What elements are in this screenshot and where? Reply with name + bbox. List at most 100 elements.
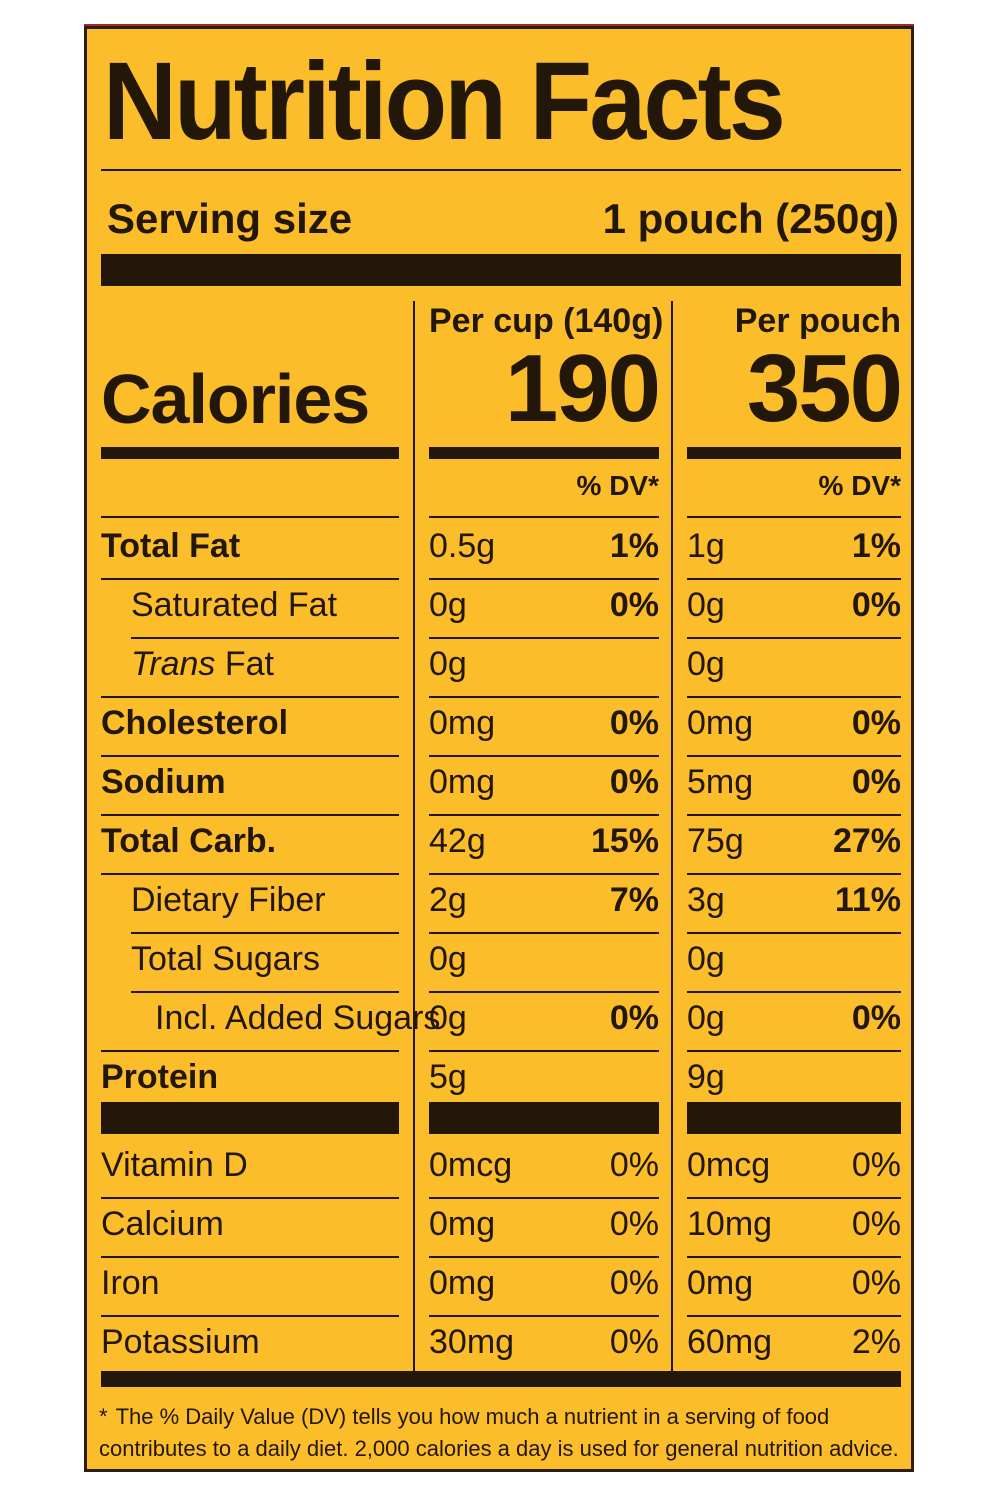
cup-dv: 0% [609, 704, 659, 742]
pouch-dv: 0% [851, 704, 901, 742]
row-rule [687, 578, 901, 580]
cup-amount: 5g [429, 1058, 467, 1096]
pouch-amount: 0g [687, 586, 725, 624]
nutrient-name-italic: Trans [131, 645, 216, 683]
cup-dv: 0% [609, 1146, 659, 1184]
row-rule [429, 637, 659, 639]
row-rule [429, 814, 659, 816]
column-header-cup: Per cup (140g) [429, 302, 664, 340]
nutrition-facts-label: Nutrition Facts Serving size 1 pouch (25… [84, 26, 914, 1472]
cup-amount: 0mcg [429, 1146, 513, 1184]
cup-dv: 0% [609, 586, 659, 624]
serving-size-value: 1 pouch (250g) [602, 195, 899, 242]
calories-label: Calories [101, 360, 370, 438]
row-rule [429, 696, 659, 698]
vitamin-name: Vitamin D [101, 1146, 248, 1184]
row-rule [131, 637, 399, 639]
pouch-amount: 10mg [687, 1205, 773, 1243]
row-rule [687, 932, 901, 934]
row-rule [687, 873, 901, 875]
nutrient-name: Total Fat [101, 527, 241, 565]
pouch-dv: 1% [851, 527, 901, 565]
row-rule [101, 1315, 399, 1317]
pouch-dv: 0% [851, 1205, 901, 1243]
row-rule [429, 578, 659, 580]
row-rule [687, 1256, 901, 1258]
pouch-dv: 0% [851, 1264, 901, 1302]
pouch-dv: 0% [851, 1146, 901, 1184]
pouch-amount: 75g [687, 822, 744, 860]
title-rule [101, 169, 901, 171]
cup-amount: 42g [429, 822, 486, 860]
pouch-dv: 2% [851, 1323, 901, 1361]
thick-rule-bottom [101, 1371, 901, 1387]
nutrient-name: Sodium [101, 763, 226, 801]
row-rule [687, 755, 901, 757]
row-rule [101, 1256, 399, 1258]
dv-rule-cup [429, 516, 659, 518]
row-rule [101, 873, 399, 875]
dv-header-cup: % DV* [576, 470, 659, 501]
cup-dv: 0% [609, 763, 659, 801]
cup-dv: 7% [609, 881, 659, 919]
dv-rule-pouch [687, 516, 901, 518]
column-divider-2 [671, 301, 673, 1373]
cup-dv: 15% [590, 822, 659, 860]
dv-rule-left [101, 516, 399, 518]
row-rule [429, 1256, 659, 1258]
thick-rule-vitamins-left [101, 1102, 399, 1134]
row-rule [687, 696, 901, 698]
footnote: * The % Daily Value (DV) tells you how mu… [99, 1401, 899, 1465]
row-rule [131, 991, 399, 993]
row-rule [687, 814, 901, 816]
row-rule [687, 991, 901, 993]
cup-amount: 2g [429, 881, 467, 919]
label-title: Nutrition Facts [103, 40, 786, 163]
row-rule [101, 814, 399, 816]
cup-dv: 0% [609, 1205, 659, 1243]
row-rule [429, 932, 659, 934]
pouch-dv: 0% [851, 586, 901, 624]
pouch-amount: 5mg [687, 763, 754, 801]
nutrient-name: Trans Fat [131, 645, 274, 683]
row-rule [429, 1315, 659, 1317]
row-rule [429, 991, 659, 993]
row-rule [131, 932, 399, 934]
thick-rule-vitamins-cup [429, 1102, 659, 1134]
pouch-amount: 0g [687, 999, 725, 1037]
cup-amount: 0mg [429, 763, 496, 801]
cup-dv: 0% [609, 999, 659, 1037]
serving-size-label: Serving size [107, 195, 353, 242]
row-rule [101, 755, 399, 757]
row-rule [101, 696, 399, 698]
row-rule [429, 873, 659, 875]
thick-rule-top [101, 254, 901, 286]
calories-rule-pouch [687, 447, 901, 459]
pouch-amount: 9g [687, 1058, 725, 1096]
row-rule [429, 755, 659, 757]
nutrient-name: Total Carb. [101, 822, 277, 860]
vitamin-name: Potassium [101, 1323, 260, 1361]
row-rule [687, 1315, 901, 1317]
nutrient-name: Incl. Added Sugars [155, 999, 441, 1037]
row-rule [687, 1197, 901, 1199]
row-rule [687, 1050, 901, 1052]
calories-rule-cup [429, 447, 659, 459]
cup-amount: 0g [429, 586, 467, 624]
row-rule [101, 1197, 399, 1199]
vitamin-name: Iron [101, 1264, 160, 1302]
nutrient-name: Dietary Fiber [131, 881, 326, 919]
pouch-amount: 0mg [687, 1264, 754, 1302]
calories-cup-value: 190 [504, 335, 661, 442]
cup-amount: 0g [429, 645, 467, 683]
nutrient-name: Saturated Fat [131, 586, 338, 624]
nutrient-name: Cholesterol [101, 704, 289, 742]
dv-header-pouch: % DV* [818, 470, 901, 501]
cup-amount: 0.5g [429, 527, 496, 565]
column-header-pouch: Per pouch [734, 302, 901, 340]
cup-dv: 1% [609, 527, 659, 565]
cup-amount: 0mg [429, 1264, 496, 1302]
pouch-amount: 3g [687, 881, 725, 919]
pouch-amount: 1g [687, 527, 725, 565]
cup-dv: 0% [609, 1264, 659, 1302]
